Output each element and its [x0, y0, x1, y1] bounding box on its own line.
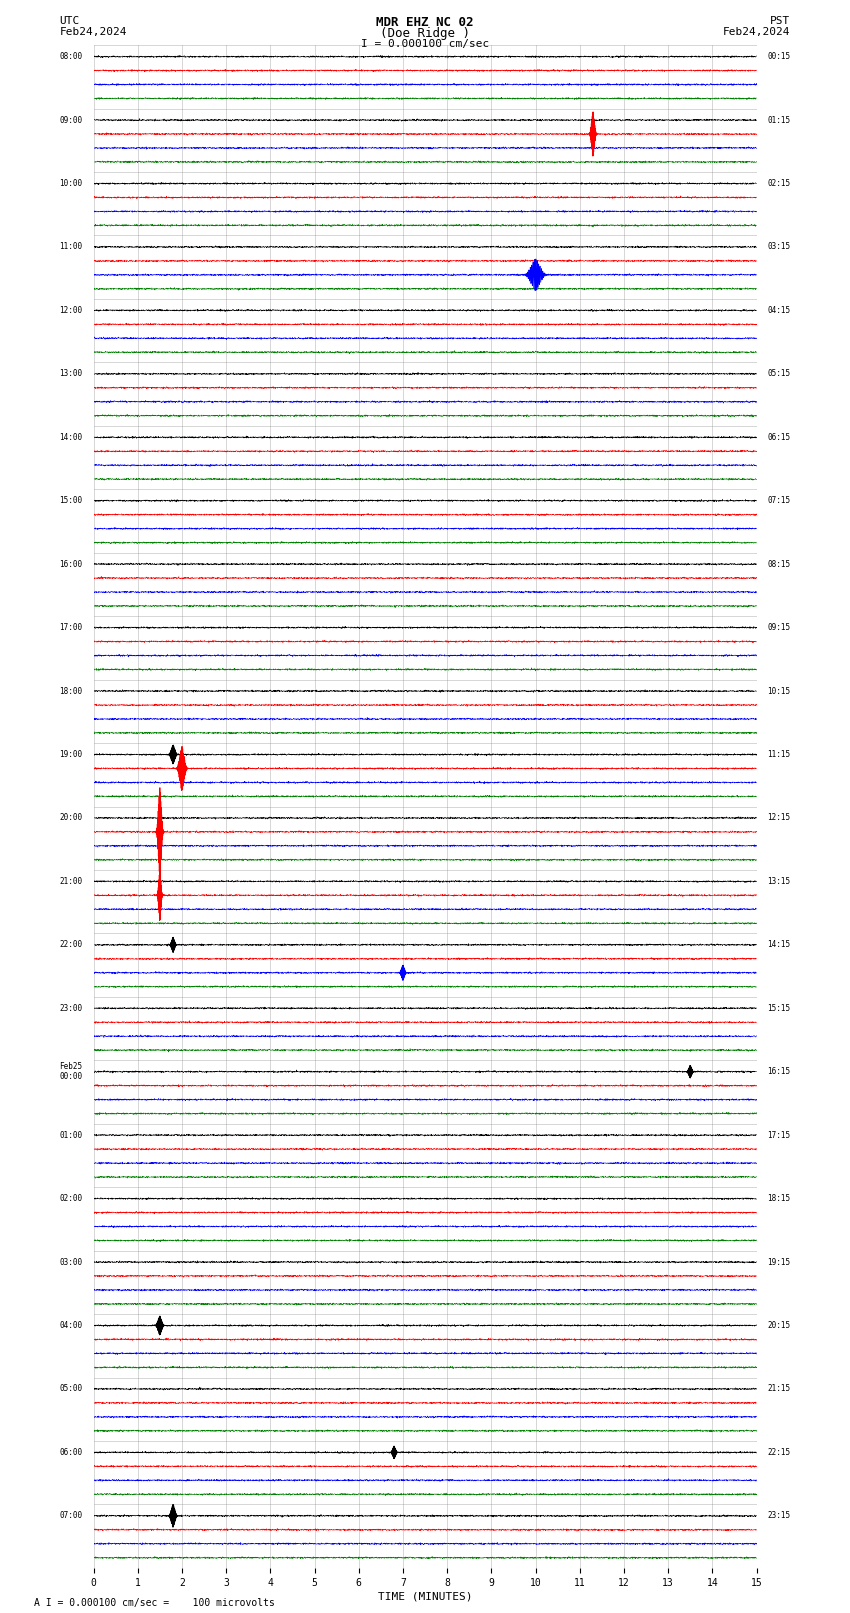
- Text: 05:00: 05:00: [60, 1384, 82, 1394]
- Text: I = 0.000100 cm/sec: I = 0.000100 cm/sec: [361, 39, 489, 48]
- Text: 17:15: 17:15: [768, 1131, 791, 1140]
- Text: 22:15: 22:15: [768, 1448, 791, 1457]
- Text: 07:00: 07:00: [60, 1511, 82, 1521]
- Text: 04:15: 04:15: [768, 306, 791, 315]
- Text: Feb25: Feb25: [60, 1061, 82, 1071]
- Text: 06:00: 06:00: [60, 1448, 82, 1457]
- Text: PST: PST: [770, 16, 790, 26]
- Text: 20:15: 20:15: [768, 1321, 791, 1331]
- Text: UTC: UTC: [60, 16, 80, 26]
- Text: 02:15: 02:15: [768, 179, 791, 189]
- Text: 13:15: 13:15: [768, 877, 791, 886]
- Text: 00:00: 00:00: [60, 1073, 82, 1081]
- Text: 09:00: 09:00: [60, 116, 82, 124]
- Text: 12:15: 12:15: [768, 813, 791, 823]
- Text: Feb24,2024: Feb24,2024: [60, 27, 127, 37]
- Text: 19:00: 19:00: [60, 750, 82, 760]
- Text: 18:00: 18:00: [60, 687, 82, 695]
- Text: 01:15: 01:15: [768, 116, 791, 124]
- Text: 15:00: 15:00: [60, 497, 82, 505]
- Text: 02:00: 02:00: [60, 1194, 82, 1203]
- Text: 13:00: 13:00: [60, 369, 82, 379]
- X-axis label: TIME (MINUTES): TIME (MINUTES): [377, 1592, 473, 1602]
- Text: 05:15: 05:15: [768, 369, 791, 379]
- Text: 17:00: 17:00: [60, 623, 82, 632]
- Text: 14:00: 14:00: [60, 432, 82, 442]
- Text: A I = 0.000100 cm/sec =    100 microvolts: A I = 0.000100 cm/sec = 100 microvolts: [34, 1598, 275, 1608]
- Text: 16:00: 16:00: [60, 560, 82, 569]
- Text: 10:00: 10:00: [60, 179, 82, 189]
- Text: 18:15: 18:15: [768, 1194, 791, 1203]
- Text: Feb24,2024: Feb24,2024: [723, 27, 791, 37]
- Text: 06:15: 06:15: [768, 432, 791, 442]
- Text: MDR EHZ NC 02: MDR EHZ NC 02: [377, 16, 473, 29]
- Text: 15:15: 15:15: [768, 1003, 791, 1013]
- Text: 03:15: 03:15: [768, 242, 791, 252]
- Text: 10:15: 10:15: [768, 687, 791, 695]
- Text: 16:15: 16:15: [768, 1068, 791, 1076]
- Text: 00:15: 00:15: [768, 52, 791, 61]
- Text: 11:15: 11:15: [768, 750, 791, 760]
- Text: 20:00: 20:00: [60, 813, 82, 823]
- Text: 09:15: 09:15: [768, 623, 791, 632]
- Text: 23:15: 23:15: [768, 1511, 791, 1521]
- Text: 03:00: 03:00: [60, 1258, 82, 1266]
- Text: 21:15: 21:15: [768, 1384, 791, 1394]
- Text: 22:00: 22:00: [60, 940, 82, 950]
- Text: 08:15: 08:15: [768, 560, 791, 569]
- Text: 14:15: 14:15: [768, 940, 791, 950]
- Text: 01:00: 01:00: [60, 1131, 82, 1140]
- Text: 21:00: 21:00: [60, 877, 82, 886]
- Text: (Doe Ridge ): (Doe Ridge ): [380, 27, 470, 40]
- Text: 04:00: 04:00: [60, 1321, 82, 1331]
- Text: 11:00: 11:00: [60, 242, 82, 252]
- Text: 19:15: 19:15: [768, 1258, 791, 1266]
- Text: 12:00: 12:00: [60, 306, 82, 315]
- Text: 07:15: 07:15: [768, 497, 791, 505]
- Text: 08:00: 08:00: [60, 52, 82, 61]
- Text: 23:00: 23:00: [60, 1003, 82, 1013]
